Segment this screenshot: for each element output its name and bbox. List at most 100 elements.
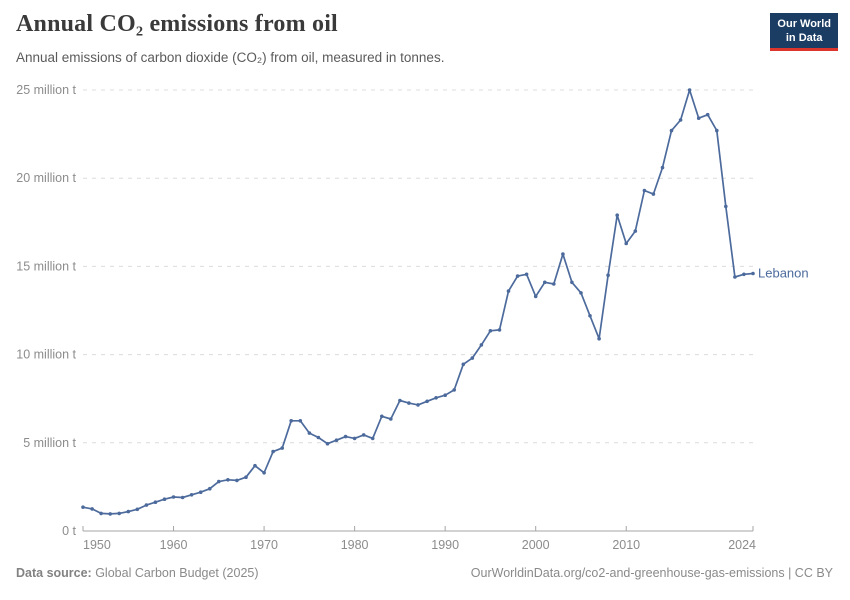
data-point [389, 417, 393, 421]
data-point [99, 511, 103, 516]
data-point [515, 274, 520, 278]
data-point [171, 495, 176, 499]
y-axis-tick-label: 20 million t [16, 171, 76, 185]
data-point [370, 436, 375, 441]
data-point [226, 478, 230, 482]
data-point [343, 434, 348, 439]
data-point [407, 401, 411, 405]
data-point [298, 419, 303, 423]
y-axis-tick-label: 15 million t [16, 259, 76, 273]
data-point [606, 273, 610, 278]
data-point [271, 449, 275, 454]
data-source-value: Global Carbon Budget (2025) [91, 566, 259, 580]
data-point [153, 500, 158, 505]
data-point [552, 282, 556, 286]
data-point [715, 128, 719, 133]
data-point [687, 88, 692, 92]
data-point [624, 241, 628, 246]
data-source-note: Data source: Global Carbon Budget (2025) [16, 566, 259, 580]
emissions-line [82, 89, 754, 515]
data-point [307, 431, 312, 435]
x-axis-tick-label: 2000 [522, 538, 550, 552]
data-point [380, 414, 384, 419]
data-point [543, 280, 547, 285]
data-point [651, 192, 656, 196]
data-point [488, 329, 493, 333]
x-axis-tick-label: 2024 [728, 538, 756, 552]
owid-logo[interactable]: Our World in Data [770, 13, 838, 51]
data-point [497, 328, 502, 332]
data-point [742, 272, 746, 277]
data-point [425, 399, 429, 404]
data-point [117, 511, 121, 516]
data-point [452, 388, 457, 392]
y-axis-tick-label: 0 t [62, 524, 76, 538]
data-point [461, 362, 466, 367]
data-point [352, 436, 357, 441]
data-point [262, 471, 266, 475]
x-axis-tick-label: 1990 [431, 538, 459, 552]
x-axis-tick-label: 1950 [83, 538, 111, 552]
data-point [615, 213, 619, 217]
data-point [162, 497, 167, 502]
data-point [126, 509, 131, 514]
y-axis-tick-label: 5 million t [23, 436, 76, 450]
data-point [280, 446, 285, 450]
data-point [696, 116, 701, 120]
x-axis-tick-label: 2010 [612, 538, 640, 552]
data-point [434, 396, 438, 400]
owid-logo-line2: in Data [785, 32, 823, 45]
data-point [751, 271, 755, 276]
data-point [470, 356, 475, 360]
data-point [289, 419, 294, 423]
data-point [189, 493, 194, 497]
data-point [198, 490, 203, 495]
y-axis-tick-label: 10 million t [16, 348, 76, 362]
data-point [724, 204, 728, 209]
chart-footer: Data source: Global Carbon Budget (2025)… [16, 566, 833, 580]
data-point [506, 289, 511, 293]
data-point [443, 393, 448, 398]
data-source-label: Data source: [16, 566, 92, 580]
data-point [361, 433, 366, 437]
data-point [570, 280, 574, 285]
data-point [642, 188, 647, 193]
x-axis-tick-label: 1970 [250, 538, 278, 552]
data-point [669, 128, 674, 133]
data-point [244, 475, 248, 480]
data-point [144, 503, 149, 507]
series-label: Lebanon [758, 265, 809, 280]
data-point [180, 495, 185, 500]
data-point [588, 314, 592, 318]
data-point [325, 441, 330, 446]
data-point [416, 403, 420, 407]
data-point [479, 343, 484, 347]
x-axis-tick-label: 1980 [341, 538, 369, 552]
owid-url-license[interactable]: OurWorldinData.org/co2-and-greenhouse-ga… [470, 566, 833, 580]
data-point [705, 112, 710, 117]
owid-logo-line1: Our World [777, 18, 831, 30]
data-point [316, 435, 321, 440]
data-point [135, 507, 140, 512]
data-point [398, 398, 402, 403]
data-point [633, 229, 638, 233]
data-point [524, 272, 529, 277]
data-point [334, 438, 339, 443]
data-point [81, 505, 85, 510]
data-point [533, 294, 538, 299]
page-title: Annual CO₂ emissions from oil [16, 11, 338, 37]
data-point [235, 478, 239, 483]
data-point [733, 275, 737, 279]
x-axis-tick-label: 1960 [160, 538, 188, 552]
data-point [678, 118, 683, 122]
y-axis-tick-label: 25 million t [16, 83, 76, 97]
chart-subtitle: Annual emissions of carbon dioxide (CO₂)… [16, 50, 445, 65]
data-point [597, 336, 601, 341]
data-point [208, 486, 212, 491]
data-point [90, 507, 94, 511]
data-point [217, 479, 221, 484]
data-point [108, 512, 112, 516]
data-point [660, 165, 665, 170]
data-point [561, 252, 565, 256]
